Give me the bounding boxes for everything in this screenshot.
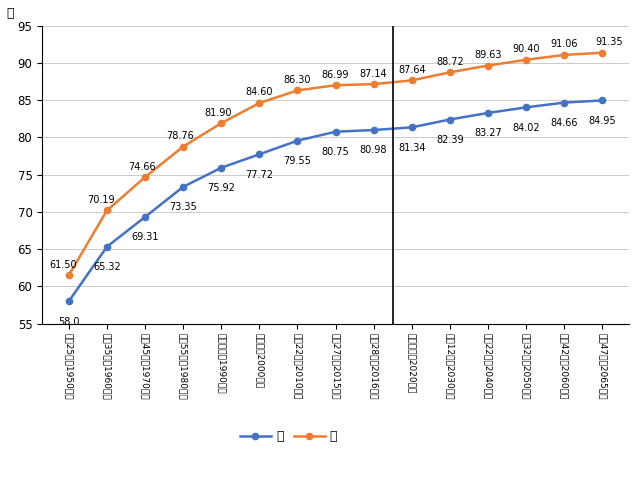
Text: 86.30: 86.30 <box>284 75 311 85</box>
Text: 75.92: 75.92 <box>207 183 235 193</box>
Text: 91.35: 91.35 <box>595 37 623 47</box>
女 <box>294 87 301 93</box>
Text: 91.06: 91.06 <box>550 39 578 49</box>
女 <box>65 272 73 278</box>
男 <box>65 298 73 304</box>
男 <box>370 127 378 133</box>
Text: 87.14: 87.14 <box>360 69 387 79</box>
男 <box>408 125 415 130</box>
男 <box>179 184 187 190</box>
女 <box>332 82 339 88</box>
Text: 87.64: 87.64 <box>398 65 426 75</box>
Text: 78.76: 78.76 <box>166 131 194 141</box>
Legend: 男, 女: 男, 女 <box>235 425 342 448</box>
Text: 80.98: 80.98 <box>360 145 387 156</box>
男 <box>103 244 111 250</box>
女 <box>141 174 149 180</box>
男 <box>598 98 606 103</box>
Text: 81.34: 81.34 <box>398 142 426 153</box>
Text: 83.27: 83.27 <box>474 128 502 138</box>
Text: 81.90: 81.90 <box>205 108 232 118</box>
男 <box>255 152 263 157</box>
Text: 82.39: 82.39 <box>436 135 463 145</box>
Line: 男: 男 <box>66 97 605 304</box>
Text: 69.31: 69.31 <box>131 232 159 242</box>
Text: 84.95: 84.95 <box>588 116 616 126</box>
女 <box>560 52 568 58</box>
Text: 70.19: 70.19 <box>88 195 115 205</box>
Text: 79.55: 79.55 <box>284 156 311 166</box>
女 <box>218 120 225 126</box>
Text: 88.72: 88.72 <box>436 57 464 67</box>
女 <box>446 70 454 75</box>
Text: 77.72: 77.72 <box>245 170 273 180</box>
女 <box>255 100 263 106</box>
Text: 65.32: 65.32 <box>93 262 121 272</box>
Text: 89.63: 89.63 <box>474 50 502 60</box>
Line: 女: 女 <box>66 50 605 278</box>
男 <box>218 165 225 170</box>
Text: 84.60: 84.60 <box>246 87 273 98</box>
女 <box>484 63 492 69</box>
Text: 73.35: 73.35 <box>169 202 197 212</box>
Text: 90.40: 90.40 <box>512 44 540 54</box>
Text: 58.0: 58.0 <box>58 316 79 327</box>
女 <box>598 50 606 56</box>
Text: 61.50: 61.50 <box>49 260 77 270</box>
男 <box>332 129 339 135</box>
女 <box>370 81 378 87</box>
Text: 74.66: 74.66 <box>129 162 156 171</box>
女 <box>408 77 415 83</box>
男 <box>484 110 492 116</box>
男 <box>522 104 530 110</box>
Text: 84.02: 84.02 <box>512 123 540 133</box>
男 <box>560 99 568 105</box>
女 <box>103 208 111 213</box>
女 <box>522 57 530 63</box>
Text: 84.66: 84.66 <box>550 118 578 128</box>
男 <box>141 214 149 220</box>
男 <box>446 116 454 122</box>
Text: 86.99: 86.99 <box>322 70 349 80</box>
Text: 80.75: 80.75 <box>322 147 349 157</box>
男 <box>294 138 301 143</box>
Y-axis label: 年: 年 <box>6 7 13 20</box>
女 <box>179 143 187 149</box>
